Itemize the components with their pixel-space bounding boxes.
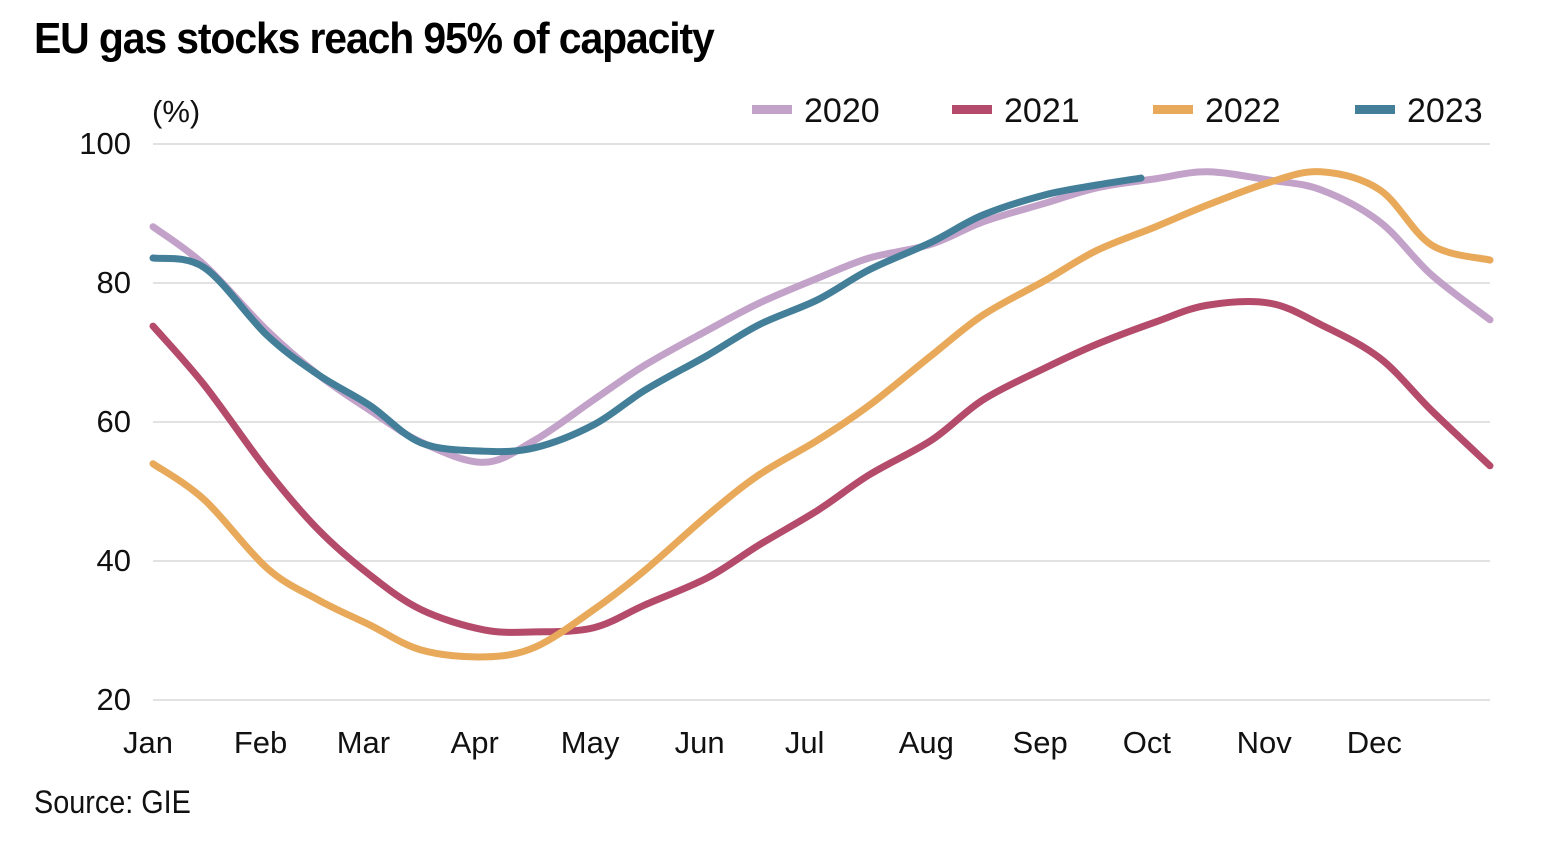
- x-tick-label: Nov: [1237, 725, 1293, 760]
- x-tick-label: Jun: [675, 725, 725, 760]
- y-tick-label: 80: [97, 265, 131, 300]
- x-axis-ticks: Jan Feb Mar Apr May Jun Jul Aug Sep Oct Nov Dec: [123, 725, 1402, 760]
- legend-item-2023: 2023: [1355, 92, 1483, 130]
- legend-item-2022: 2022: [1153, 92, 1281, 130]
- y-tick-label: 100: [79, 126, 131, 161]
- y-tick-label: 20: [97, 682, 131, 717]
- y-axis-unit-label: (%): [152, 94, 200, 129]
- y-axis-ticks: 100 80 60 40 20: [79, 126, 131, 717]
- x-tick-label: Apr: [451, 725, 499, 760]
- legend-label: 2020: [804, 92, 880, 130]
- x-tick-label: Feb: [234, 725, 287, 760]
- source-note: Source: GIE: [34, 784, 191, 820]
- series-line-2020: [149, 168, 1494, 466]
- x-tick-label: Mar: [337, 725, 390, 760]
- legend-label: 2022: [1205, 92, 1281, 130]
- chart-title: EU gas stocks reach 95% of capacity: [34, 14, 715, 63]
- x-tick-label: Jul: [785, 725, 825, 760]
- series-lines: [149, 168, 1494, 661]
- legend-swatch: [1355, 105, 1395, 114]
- series-line-2023: [149, 174, 1145, 456]
- legend-label: 2023: [1407, 92, 1483, 130]
- series-line-2021: [149, 298, 1494, 636]
- x-tick-label: Aug: [899, 725, 954, 760]
- y-tick-label: 40: [97, 543, 131, 578]
- legend: 2020 2021 2022 2023: [752, 92, 1483, 130]
- gridlines: [153, 143, 1490, 701]
- y-tick-label: 60: [97, 404, 131, 439]
- series-line-2022: [149, 168, 1494, 661]
- x-tick-label: Sep: [1013, 725, 1068, 760]
- legend-item-2021: 2021: [952, 92, 1080, 130]
- x-tick-label: Jan: [123, 725, 173, 760]
- x-tick-label: May: [561, 725, 620, 760]
- x-tick-label: Oct: [1123, 725, 1172, 760]
- x-tick-label: Dec: [1347, 725, 1402, 760]
- legend-swatch: [752, 105, 792, 114]
- legend-swatch: [952, 105, 992, 114]
- legend-label: 2021: [1004, 92, 1080, 130]
- legend-item-2020: 2020: [752, 92, 880, 130]
- legend-swatch: [1153, 105, 1193, 114]
